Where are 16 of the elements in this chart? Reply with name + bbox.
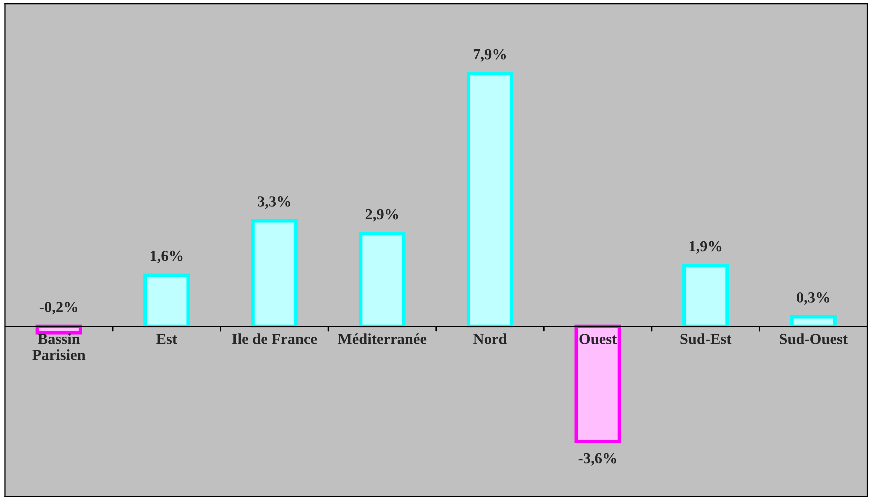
data-label: 1,6% — [150, 250, 183, 264]
x-tick-label: Sud-Est — [680, 334, 732, 344]
data-label: 7,9% — [474, 49, 506, 62]
x-tick-label: Ile de France — [232, 334, 318, 344]
data-label: 0,3% — [797, 292, 830, 306]
x-tick-label: Méditerranée — [338, 334, 427, 344]
data-label: 3,3% — [258, 196, 290, 210]
x-tick-label: Nord — [474, 334, 508, 344]
data-label: 2,9% — [366, 209, 398, 222]
x-tick-label: Ouest — [580, 334, 618, 344]
x-tick-label: Est — [156, 334, 178, 344]
x-tick-label: Bassin Parisien — [32, 334, 86, 360]
data-label: -0,2% — [40, 302, 78, 315]
data-label: 1,9% — [690, 241, 722, 254]
x-tick-label: Sud-Ouest — [780, 334, 848, 344]
data-label: -3,6% — [578, 453, 616, 466]
